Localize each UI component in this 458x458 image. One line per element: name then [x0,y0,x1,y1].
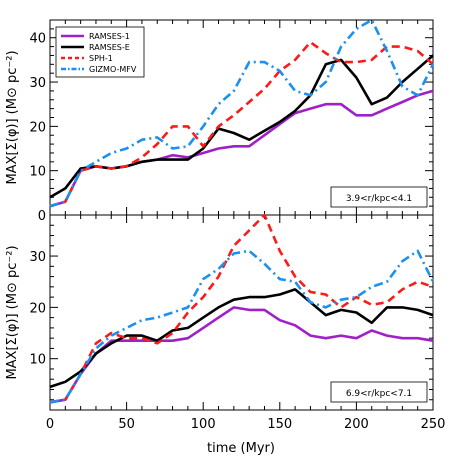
y-tick-label: 10 [29,165,46,180]
series-line-gizmo-mfv [49,18,435,208]
annotation-box [330,381,428,403]
y-tick-label: 30 [29,76,46,91]
y-tick-label: 20 [29,120,46,135]
x-tick-label: 250 [421,417,446,432]
legend: RAMSES-1 RAMSES-E SPH-1 GIZMO-MFV [55,26,145,78]
legend-label: RAMSES-1 [89,32,130,41]
annotation-text: 3.9<r/kpc<4.1 [346,194,412,204]
y-tick-label: 30 [29,250,46,265]
y-tick-label: 40 [29,32,46,47]
series-line-gizmo-mfv [49,249,435,404]
legend-label: GIZMO-MFV [89,65,137,74]
panels: 0 10 20 30 40 MAX[Σ(φ)] (M⊙ pc⁻²) 3.9<r/kpc<4.… [5,18,446,432]
x-tick-label: 100 [191,417,216,432]
panel-2: 10 20 30 MAX[Σ(φ)] (M⊙ pc⁻²) 6.9<r/kpc<7.1 [5,213,435,411]
legend-label: SPH-1 [89,54,113,63]
series-line-ramses-e [49,288,434,389]
y-axis-title: MAX[Σ(φ)] (M⊙ pc⁻²) [5,245,20,379]
x-axis-title: time (Myr) [207,441,275,456]
series-line-sph-1 [49,40,434,208]
plot-frame [49,214,434,411]
annotation-text: 6.9<r/kpc<7.1 [346,389,412,399]
x-tick-label: 0 [46,417,54,432]
x-tick-label: 150 [267,417,292,432]
annotation-box [330,186,428,208]
series-line-sph-1 [49,213,434,404]
legend-label: RAMSES-E [89,43,130,52]
y-tick-label: 10 [29,353,46,368]
x-tick-label: 50 [118,417,135,432]
x-tick-label: 200 [344,417,369,432]
y-tick-label: 20 [29,301,46,316]
y-tick-label: 0 [38,209,46,224]
panel-1: 0 10 20 30 40 MAX[Σ(φ)] (M⊙ pc⁻²) 3.9<r/kpc<4.… [5,18,435,224]
y-axis-title: MAX[Σ(φ)] (M⊙ pc⁻²) [5,50,20,184]
